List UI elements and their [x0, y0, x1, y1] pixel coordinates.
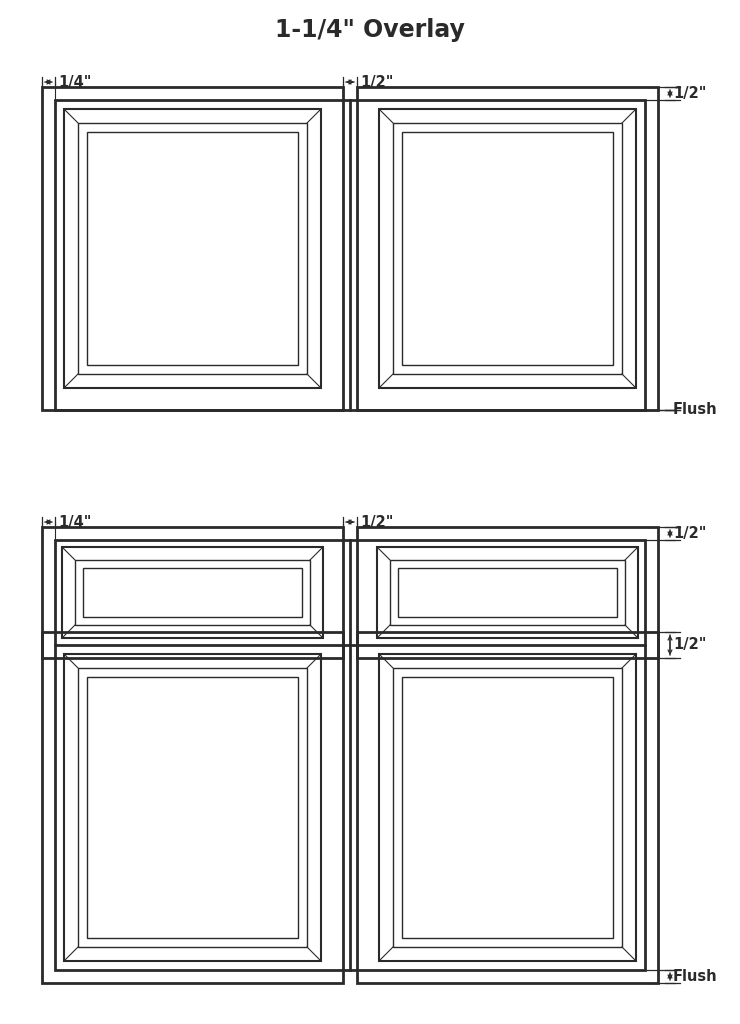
Bar [377, 547, 638, 638]
Text: 1/4": 1/4" [58, 514, 91, 529]
Bar [390, 560, 625, 625]
Bar [402, 132, 613, 365]
Bar [75, 560, 310, 625]
Text: 1-1/4" Overlay: 1-1/4" Overlay [275, 18, 465, 42]
Bar [55, 540, 645, 970]
Text: Flush: Flush [673, 402, 718, 418]
Bar [357, 527, 658, 658]
Text: 1/2": 1/2" [360, 514, 394, 529]
Text: 1/2": 1/2" [673, 638, 707, 652]
Bar [87, 677, 298, 938]
Bar [64, 109, 321, 388]
Bar [379, 109, 636, 388]
Text: 1/2": 1/2" [673, 526, 707, 541]
Bar [42, 632, 343, 983]
Bar [62, 547, 323, 638]
Bar [64, 654, 321, 961]
Bar [402, 677, 613, 938]
Text: Flush: Flush [673, 969, 718, 984]
Bar [393, 123, 622, 374]
Bar [398, 568, 617, 617]
Bar [83, 568, 302, 617]
Bar [87, 132, 298, 365]
Bar [393, 668, 622, 947]
Bar [357, 632, 658, 983]
Bar [55, 100, 645, 410]
Bar [42, 87, 343, 410]
Bar [78, 123, 307, 374]
Bar [42, 527, 343, 658]
Text: 1/4": 1/4" [58, 75, 91, 89]
Bar [379, 654, 636, 961]
Text: 1/2": 1/2" [673, 86, 707, 101]
Bar [357, 87, 658, 410]
Text: 1/2": 1/2" [360, 75, 394, 89]
Bar [78, 668, 307, 947]
